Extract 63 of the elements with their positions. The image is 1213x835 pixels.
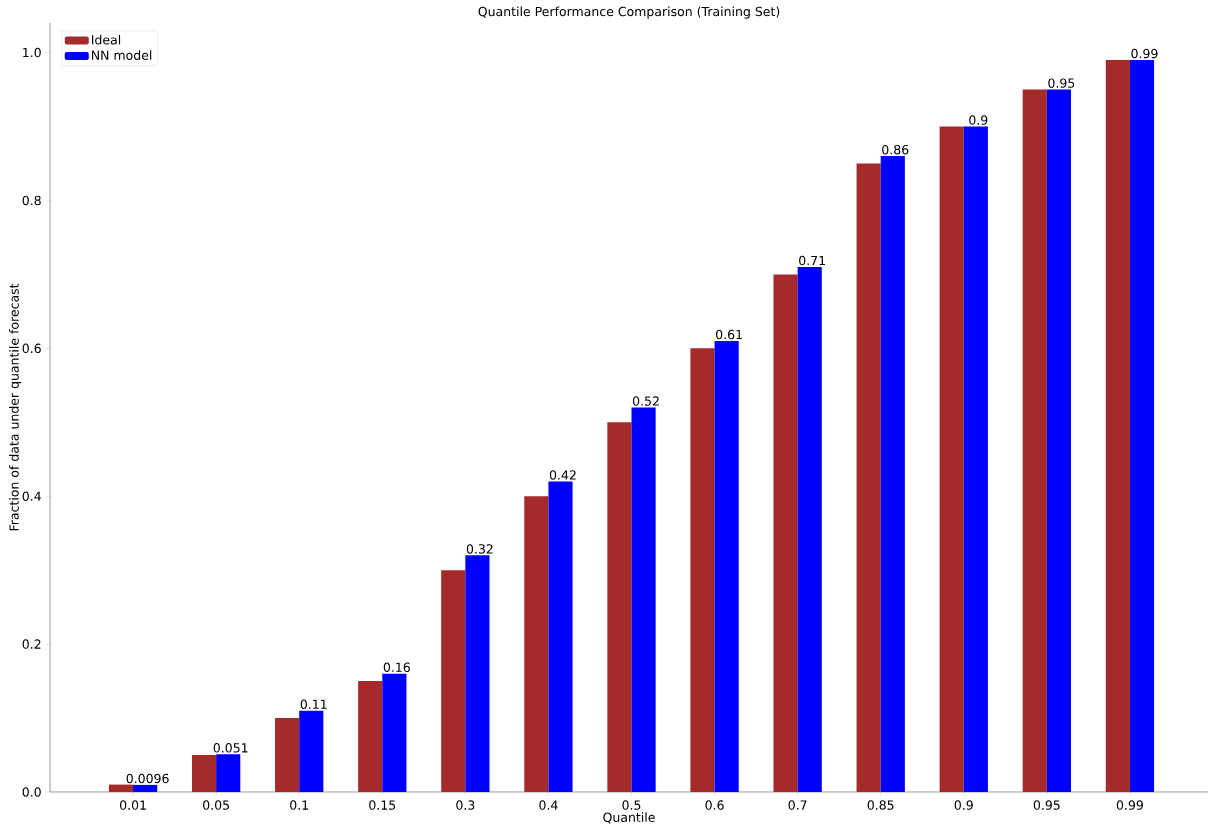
bar bbox=[856, 163, 881, 792]
bar bbox=[607, 422, 632, 792]
y-tick-label: 0.8 bbox=[22, 195, 41, 206]
y-tick-label: 0.6 bbox=[22, 343, 41, 354]
x-tick-label: 0.85 bbox=[867, 800, 894, 810]
bar bbox=[133, 784, 158, 792]
bar bbox=[108, 784, 134, 792]
bar bbox=[939, 126, 964, 792]
bar bbox=[382, 673, 407, 792]
data-label: 0.95 bbox=[1048, 78, 1075, 88]
x-tick-label: 0.4 bbox=[539, 800, 558, 810]
data-label: 0.52 bbox=[632, 396, 659, 406]
y-axis-title: Fraction of data under quantile forecast bbox=[9, 283, 22, 531]
x-tick-label: 0.3 bbox=[456, 800, 475, 810]
data-label: 0.11 bbox=[300, 699, 327, 709]
x-tick-label: 0.05 bbox=[203, 800, 229, 810]
legend-label: NN model bbox=[92, 50, 152, 60]
y-tick-label: 1.0 bbox=[23, 47, 41, 58]
bar bbox=[1046, 89, 1071, 792]
bar bbox=[216, 754, 241, 792]
legend-label: Ideal bbox=[92, 34, 121, 45]
x-tick-label: 0.99 bbox=[1116, 800, 1143, 810]
bar bbox=[548, 481, 573, 792]
data-label: 0.71 bbox=[799, 255, 825, 266]
bar bbox=[358, 681, 383, 792]
x-tick-label: 0.15 bbox=[369, 800, 396, 810]
data-label: 0.61 bbox=[716, 329, 742, 340]
bar bbox=[441, 570, 466, 792]
bar bbox=[963, 126, 988, 792]
data-label: 0.32 bbox=[466, 544, 493, 554]
x-tick-label: 0.7 bbox=[788, 800, 807, 810]
x-tick-label: 0.9 bbox=[954, 800, 973, 810]
x-tick-label: 0.1 bbox=[290, 800, 309, 810]
bar bbox=[880, 156, 905, 792]
x-axis-title: Quantile bbox=[603, 812, 655, 824]
bar bbox=[524, 496, 549, 792]
bar bbox=[631, 407, 656, 792]
chart-title: Quantile Performance Comparison (Training Set) bbox=[478, 6, 780, 19]
bar bbox=[299, 710, 324, 792]
data-label: 0.051 bbox=[213, 743, 248, 753]
bar bbox=[714, 340, 739, 792]
bar bbox=[1105, 59, 1130, 792]
bar bbox=[275, 718, 300, 792]
bar bbox=[797, 267, 822, 792]
data-label: 0.9 bbox=[969, 115, 988, 125]
data-label: 0.0096 bbox=[126, 773, 169, 784]
x-tick-label: 0.6 bbox=[705, 800, 724, 810]
data-label: 0.42 bbox=[549, 470, 576, 480]
x-tick-label: 0.01 bbox=[119, 800, 146, 810]
bar bbox=[465, 555, 490, 792]
bar bbox=[773, 274, 798, 792]
y-tick-label: 0.4 bbox=[22, 491, 41, 501]
data-label: 0.99 bbox=[1131, 48, 1158, 59]
bar bbox=[192, 755, 217, 792]
y-tick-label: 0.0 bbox=[22, 787, 41, 797]
y-tick-label: 0.2 bbox=[22, 639, 41, 649]
bar bbox=[690, 348, 715, 792]
bar bbox=[1022, 89, 1047, 792]
bar bbox=[1129, 59, 1155, 792]
x-tick-label: 0.95 bbox=[1033, 800, 1060, 810]
data-label: 0.86 bbox=[882, 144, 909, 155]
data-label: 0.16 bbox=[383, 662, 410, 672]
x-tick-label: 0.5 bbox=[622, 800, 641, 810]
